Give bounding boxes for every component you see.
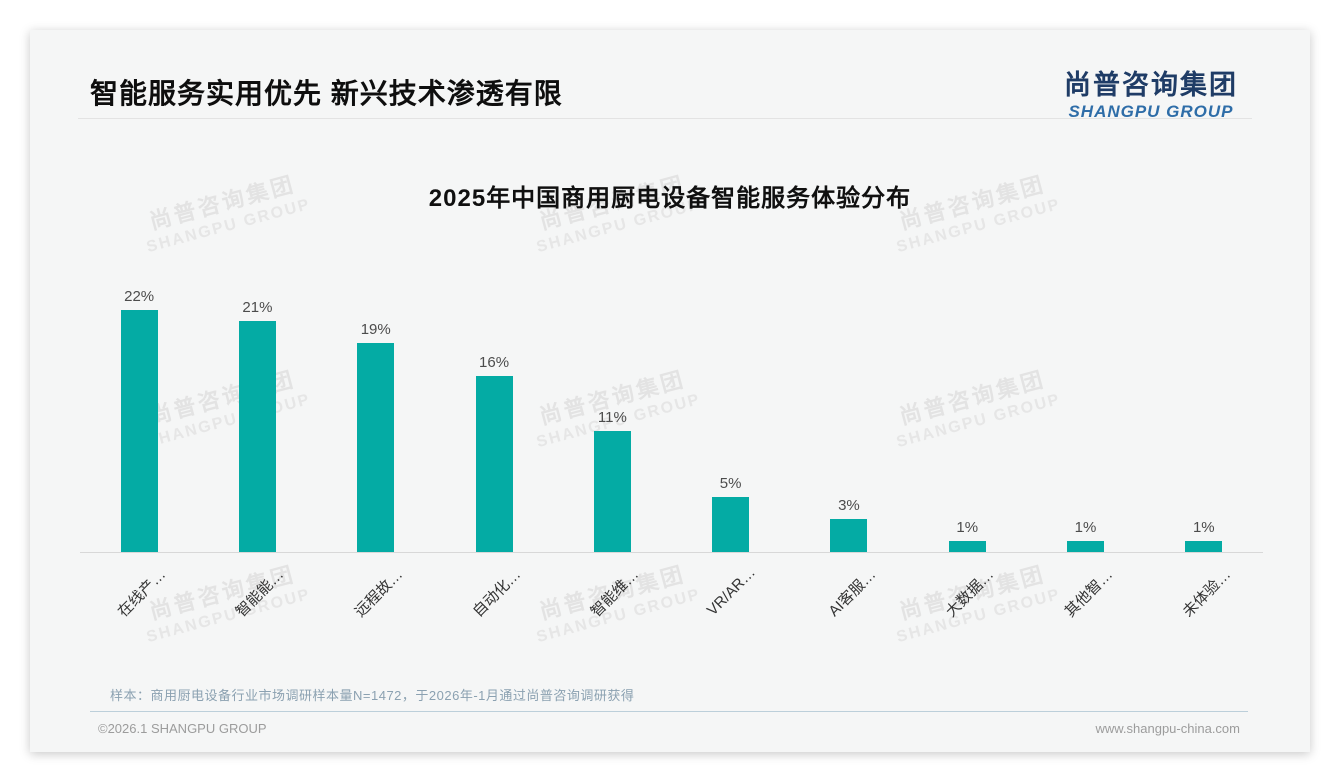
x-axis-label-slot: 智能能… bbox=[198, 554, 316, 662]
bar-value-label: 5% bbox=[719, 475, 742, 492]
bar-slot: 3% bbox=[790, 263, 908, 552]
bar-value-label: 22% bbox=[124, 288, 155, 305]
bar-slot: 1% bbox=[1026, 263, 1144, 552]
x-axis-label-slot: 自动化… bbox=[435, 554, 553, 662]
chart-title: 2025年中国商用厨电设备智能服务体验分布 bbox=[428, 185, 912, 212]
bar bbox=[238, 321, 276, 552]
sample-footnote: 样本：商用厨电设备行业市场调研样本量N=1472，于2026年-1月通过尚普咨询… bbox=[110, 688, 635, 703]
x-axis-label: 未体验… bbox=[1179, 566, 1234, 621]
bar bbox=[475, 376, 513, 552]
x-axis-label-slot: 智能维… bbox=[553, 554, 671, 662]
bar bbox=[120, 310, 158, 552]
bar bbox=[712, 497, 750, 552]
x-axis-label: 远程故… bbox=[351, 566, 406, 621]
bar-chart-plot: 22% 21% 19% 16% 11% 5% 3% 1% 1% 1% bbox=[80, 263, 1263, 553]
bar-slot: 5% bbox=[671, 263, 789, 552]
slide-title: 智能服务实用优先 新兴技术渗透有限 bbox=[90, 78, 563, 109]
x-axis-label: AI客服… bbox=[825, 566, 880, 620]
slide: 尚普咨询集团 SHANGPU GROUP 尚普咨询集团 SHANGPU GROUP 尚普… bbox=[30, 30, 1310, 752]
bar-slot: 16% bbox=[435, 263, 553, 552]
footnote-divider bbox=[90, 711, 1248, 712]
bar-value-label: 21% bbox=[242, 299, 273, 316]
x-axis-label-slot: 未体验… bbox=[1145, 554, 1263, 662]
bar-value-label: 1% bbox=[956, 519, 979, 536]
x-axis-label-slot: 大数据… bbox=[908, 554, 1026, 662]
brand-logo: 尚普咨询集团 SHANGPU GROUP bbox=[1064, 63, 1238, 122]
bar-value-label: 1% bbox=[1074, 519, 1097, 536]
x-axis-label: 自动化… bbox=[469, 566, 525, 621]
x-axis-label-slot: 远程故… bbox=[317, 554, 435, 662]
bar-value-label: 3% bbox=[838, 497, 860, 514]
bar-slot: 22% bbox=[80, 263, 198, 552]
copyright-text: ©2026.1 SHANGPU GROUP bbox=[98, 721, 267, 736]
x-axis-label: 智能能… bbox=[233, 566, 288, 621]
website-text: www.shangpu-china.com bbox=[1095, 721, 1240, 736]
x-axis-label: VR/AR… bbox=[703, 564, 759, 620]
bar-slot: 1% bbox=[908, 263, 1026, 552]
bar bbox=[593, 431, 631, 552]
bar bbox=[357, 343, 395, 552]
slide-footer: ©2026.1 SHANGPU GROUP www.shangpu-china.… bbox=[98, 721, 1240, 736]
x-axis-label: 其他智… bbox=[1061, 566, 1116, 621]
bar-slot: 21% bbox=[198, 263, 316, 552]
x-axis-label: 智能维… bbox=[588, 566, 643, 621]
bar-value-label: 19% bbox=[360, 321, 391, 338]
bar bbox=[948, 541, 986, 552]
brand-logo-en: SHANGPU GROUP bbox=[1068, 102, 1234, 121]
bar-slot: 19% bbox=[317, 263, 435, 552]
x-axis-label: 在线产… bbox=[114, 566, 170, 621]
bar-value-label: 11% bbox=[597, 409, 627, 426]
x-axis-label-slot: 在线产… bbox=[80, 554, 198, 662]
bar bbox=[1067, 541, 1105, 552]
bar-slot: 1% bbox=[1145, 263, 1263, 552]
bar-slot: 11% bbox=[553, 263, 671, 552]
bar bbox=[1185, 541, 1223, 552]
x-axis-label-slot: AI客服… bbox=[790, 554, 908, 662]
x-axis-label: 大数据… bbox=[942, 566, 998, 621]
x-axis-label-slot: 其他智… bbox=[1026, 554, 1144, 662]
header-divider bbox=[78, 118, 1252, 119]
bar bbox=[830, 519, 868, 552]
bar-value-label: 16% bbox=[479, 354, 510, 371]
x-axis-label-slot: VR/AR… bbox=[671, 554, 789, 662]
x-axis-labels: 在线产… 智能能… 远程故… 自动化… 智能维… VR/AR… AI客服… 大数据… 其他智… 未… bbox=[80, 554, 1263, 662]
bar-value-label: 1% bbox=[1192, 519, 1215, 536]
brand-logo-cn: 尚普咨询集团 bbox=[1064, 70, 1238, 100]
